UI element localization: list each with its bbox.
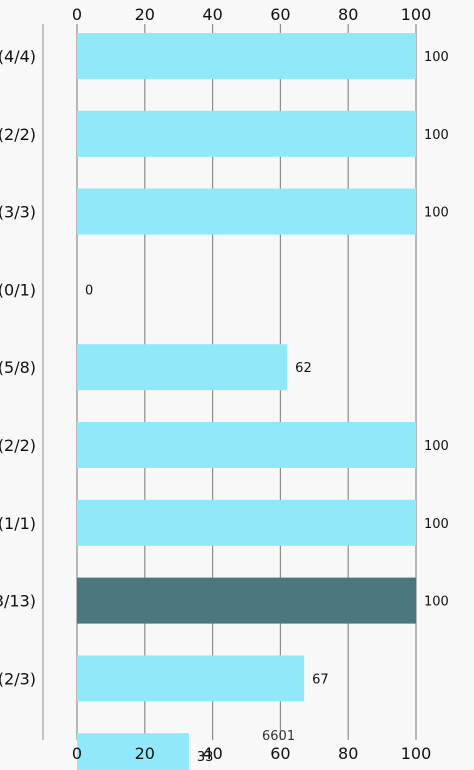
x-tick-label-bottom: 0 (72, 744, 82, 763)
bar-value-label: 100 (424, 128, 449, 143)
bar-value-label: 100 (424, 439, 449, 454)
category-label: (2/3) (0, 669, 36, 688)
bar (77, 422, 416, 468)
bar (77, 499, 416, 546)
labels-layer: 100 (4/4) 100 (2/2) 100 (3/3) 0 (0/1) 62 (5/8) 100… (0, 47, 449, 765)
category-label: (5/8) (0, 358, 36, 377)
bar-value-label: 100 (424, 206, 449, 221)
bar-value-label: 0 (85, 283, 93, 298)
x-tick-label-bottom: 20 (135, 744, 155, 763)
bar-value-label: 67 (312, 672, 329, 687)
bar (77, 655, 305, 702)
x-tick-label-top: 60 (270, 5, 290, 24)
ticks-layer: 0 0 20 20 40 40 60 60 80 80 100 100 (72, 5, 431, 763)
bar (77, 33, 416, 79)
x-tick-label-bottom: 40 (202, 744, 222, 763)
category-label: (4/4) (0, 47, 36, 66)
bar (77, 188, 416, 235)
bar-value-label: 100 (424, 517, 449, 532)
x-tick-label-bottom: 60 (270, 744, 290, 763)
bars-layer (77, 33, 416, 770)
bar (77, 344, 288, 391)
bar-value-label: 33 (197, 750, 214, 765)
bar-value-label: 62 (295, 361, 312, 376)
category-label: (3/3) (0, 203, 36, 222)
category-label: (0/1) (0, 280, 36, 299)
x-tick-label-top: 100 (401, 5, 432, 24)
bar (77, 733, 189, 770)
category-label: (1/1) (0, 514, 36, 533)
x-tick-label-top: 40 (202, 5, 222, 24)
x-tick-label-top: 20 (135, 5, 155, 24)
bar (77, 110, 416, 157)
category-label: 3/13) (0, 592, 36, 611)
x-tick-label-bottom: 80 (338, 744, 358, 763)
x-tick-label-top: 80 (338, 5, 358, 24)
overlay-text: 6601 (262, 729, 295, 744)
bar-value-label: 100 (424, 595, 449, 610)
x-tick-label-top: 0 (72, 5, 82, 24)
bar (77, 577, 416, 624)
x-tick-label-bottom: 100 (401, 744, 432, 763)
category-label: (2/2) (0, 125, 36, 144)
category-label: (2/2) (0, 436, 36, 455)
bar-value-label: 100 (424, 50, 449, 65)
